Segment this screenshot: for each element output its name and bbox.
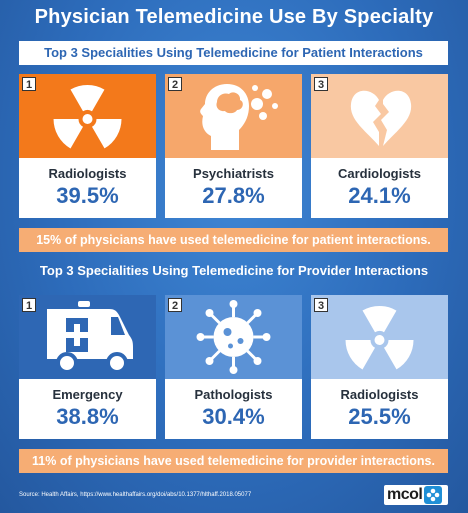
percentage-value: 24.1%: [348, 183, 411, 208]
percentage-value: 27.8%: [202, 183, 265, 208]
percentage-value: 25.5%: [348, 404, 411, 429]
logo-text: mcol: [387, 486, 423, 503]
card-psychiatrists: 2 Psychiatrists 27.8%: [165, 74, 302, 218]
specialty-label: Pathologists: [194, 387, 273, 402]
virus-icon: [165, 295, 302, 379]
radiation-icon: [311, 295, 448, 379]
card-pathologists: 2 Pathologists 30.4%: [165, 295, 302, 439]
provider-subtitle: Top 3 Specialities Using Telemedicine fo…: [39, 263, 429, 278]
page-title: Physician Telemedicine Use By Specialty: [34, 6, 434, 28]
rank-badge: 1: [22, 298, 36, 312]
rank-badge: 3: [314, 77, 328, 91]
percentage-value: 38.8%: [56, 404, 119, 429]
specialty-label: Radiologists: [340, 387, 419, 402]
card-emergency: 1 Emergency 38.8%: [19, 295, 156, 439]
broken-heart-icon: [311, 74, 448, 158]
mcol-logo-icon: [424, 486, 443, 504]
radiation-icon: [19, 74, 156, 158]
rank-badge: 2: [168, 298, 182, 312]
rank-badge: 1: [22, 77, 36, 91]
card-radiologists-patient: 1 Radiologists 39.5%: [19, 74, 156, 218]
rank-badge: 3: [314, 298, 328, 312]
card-radiologists-provider: 3 Radiologists 25.5%: [311, 295, 448, 439]
ambulance-icon: [19, 295, 156, 379]
head-brain-icon: [165, 74, 302, 158]
patient-subtitle-bar: Top 3 Specialities Using Telemedicine fo…: [19, 41, 448, 65]
source-citation: Source: Health Affairs, https://www.heal…: [19, 492, 252, 498]
card-cardiologists: 3 Cardiologists 24.1%: [311, 74, 448, 218]
specialty-label: Emergency: [52, 387, 123, 402]
percentage-value: 39.5%: [56, 183, 119, 208]
specialty-label: Psychiatrists: [193, 166, 274, 181]
percentage-value: 30.4%: [202, 404, 265, 429]
patient-interactions-banner: 15% of physicians have used telemedicine…: [19, 228, 448, 252]
mcol-logo: mcol: [384, 485, 448, 505]
specialty-label: Cardiologists: [337, 166, 422, 181]
provider-interactions-banner: 11% of physicians have used telemedicine…: [19, 449, 448, 473]
rank-badge: 2: [168, 77, 182, 91]
specialty-label: Radiologists: [48, 166, 127, 181]
